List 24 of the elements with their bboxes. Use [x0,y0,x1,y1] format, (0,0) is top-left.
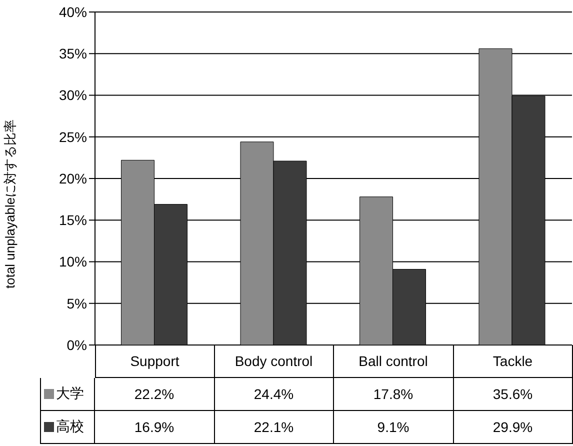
y-axis-title: total unplayableに対する比率 [2,119,18,288]
data-label: 22.2% [95,378,214,411]
data-label: 22.1% [214,411,334,444]
x-tick-label: Ball control [334,345,454,378]
y-tick-label: 25% [58,128,87,145]
y-tick-label: 20% [58,170,87,186]
y-tick-label: 15% [58,212,87,228]
y-tick-label: 30% [58,87,87,104]
data-label: 17.8% [334,378,454,411]
data-label: 16.9% [95,411,214,444]
data-label: 35.6% [454,378,573,411]
legend-label: 大学 [56,385,84,403]
y-tick-label: 0% [66,336,87,353]
x-tick-label: Support [95,345,214,378]
y-tick-label: 35% [58,46,87,62]
x-tick-label: Tackle [454,345,573,378]
y-tick-label: 40% [58,4,87,20]
data-label: 9.1% [334,411,454,444]
data-label: 29.9% [454,411,573,444]
x-tick-label: Body control [214,345,334,378]
data-label: 24.4% [214,378,334,411]
legend-label: 高校 [56,418,84,436]
y-tick-label: 5% [66,295,87,312]
y-tick-label: 10% [58,254,87,270]
